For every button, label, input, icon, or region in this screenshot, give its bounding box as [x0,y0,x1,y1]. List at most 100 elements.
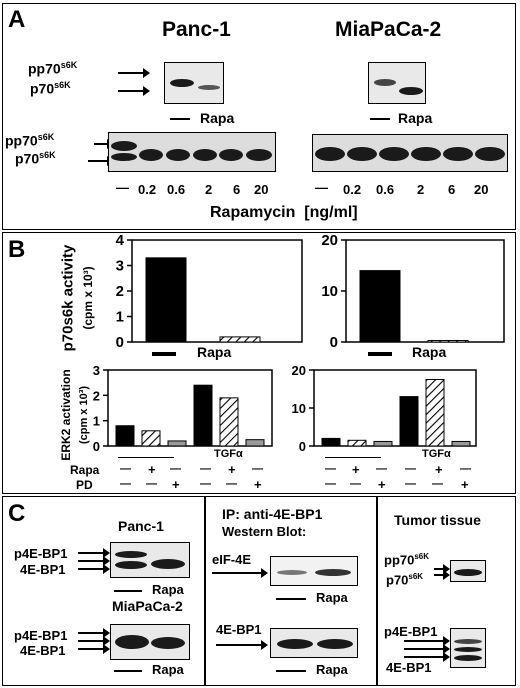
rapa-label: Rapa [316,590,348,605]
bar [359,270,401,343]
dose-label: 6 [448,182,456,197]
bar [219,336,261,343]
rapa-label: Rapa [152,582,184,597]
minus-line [170,118,190,120]
minus-sign: — [146,478,157,490]
p70-label-top: p70s6K [30,80,71,97]
bar [347,439,367,447]
dose-label: 2 [205,182,213,197]
minus-line [325,457,381,458]
rapa-label: Rapa [398,110,433,126]
arrow [404,636,450,646]
western-blot-label: Western Blot: [222,524,307,539]
y-tick-label: 10 [292,401,306,416]
pp70-label-bottom: pp70s6K [5,132,55,149]
minus-sign: — [226,478,237,490]
minus-sign: — [200,478,211,490]
blot-panc1-4ebp1 [110,542,190,578]
cell-line-panc1: Panc-1 [162,18,231,41]
y-tick-label: 3 [116,258,124,275]
y-tick-label: 0 [299,439,306,454]
panc1-title: Panc-1 [118,518,164,534]
blot-miapaca-small [368,62,426,104]
plus-sign: + [172,477,180,492]
arrow [434,564,450,574]
p70-label-c: p70s6K [386,572,424,588]
dose-label: 20 [474,182,489,197]
rapa-label: Rapa [412,344,447,360]
y-tick-label: 20 [292,363,306,378]
bar [193,384,213,447]
panel-a [2,3,516,230]
blot-4ebp1-ip [270,628,358,658]
arrow [404,652,450,662]
panel-c-letter: C [8,500,26,527]
plus-sign: + [378,477,386,492]
pp70-label-top: pp70s6K [28,60,78,77]
dose-label: 0.2 [138,182,157,197]
y-tick-label: 4 [116,232,125,249]
p4e-bp1-label: p4E-BP1 [14,628,68,643]
panel-c [2,496,516,686]
dose-label: 0.2 [343,182,362,197]
minus-line [118,457,174,458]
minus-sign: — [350,478,361,490]
bar [425,379,445,447]
dose-label: 20 [254,182,269,197]
panel-c-divider [376,496,378,686]
rapa-label: Rapa [197,344,232,360]
p70-label-bottom: p70s6K [15,150,56,167]
y-tick-label: 0 [116,334,124,351]
panel-a-letter: A [8,6,26,33]
minus-sign: — [325,478,336,490]
dose-label: 0.6 [167,182,186,197]
bar [321,437,341,447]
minus-sign: — [405,463,416,475]
dose-label: 2 [417,182,425,197]
p4e-bp1-label: p4E-BP1 [384,624,438,639]
blot-panc1-small [164,62,224,104]
arrow [118,68,150,78]
minus-line [370,118,390,120]
dose-label: — [116,180,129,195]
plus-sign: + [435,462,443,477]
blot-panc1-large [108,132,276,172]
arrow [212,568,268,578]
bar [115,425,135,447]
y-tick-label: 10 [321,283,338,300]
p4e-bp1-label: p4E-BP1 [14,546,68,561]
minus-sign: — [376,463,387,475]
bar [399,396,419,447]
minus-line [114,590,142,592]
bar [427,339,469,343]
arrow [78,628,110,638]
y-tick-label: 0 [93,439,100,454]
minus-sign: — [460,463,471,475]
arrow [78,548,110,558]
blot-miapaca-4ebp1 [110,624,190,660]
y-tick-label: 2 [116,283,124,300]
dose-label: 6 [233,182,241,197]
pp70-label-c: pp70s6K [384,552,430,568]
arrow [78,556,110,566]
p70-activity-ylabel: p70s6k activity [59,244,77,352]
rapa-label: Rapa [152,662,184,677]
minus-sign: — [120,463,131,475]
minus-line [276,670,306,672]
y-tick-label: 1 [93,414,100,429]
plus-sign: + [352,462,360,477]
panel-b [2,232,516,494]
erk2-activation-ylabel: ERK2 activation [59,369,73,461]
arrow [404,644,450,654]
dose-label: 0.6 [376,182,395,197]
4e-bp1-label: 4E-BP1 [386,660,432,675]
bar [451,440,471,447]
bar [245,439,265,447]
y-tick-label: 20 [321,232,338,249]
p70-activity-yunit: (cpm x 10³) [81,266,95,330]
minus-sign: — [405,478,416,490]
plus-sign: + [461,477,469,492]
4e-bp1-label: 4E-BP1 [20,562,66,577]
minus-line [368,352,392,356]
tgf-label: TGFα [422,448,451,460]
